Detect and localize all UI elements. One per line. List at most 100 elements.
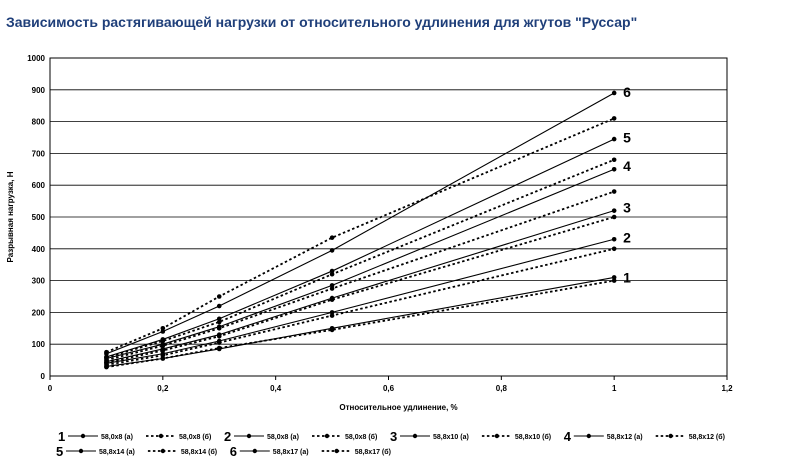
legend-entry-label: 58,8x14 (б) [181, 448, 217, 456]
series-line-10 [106, 158, 615, 359]
curve-number-label: 6 [623, 84, 631, 100]
series-line-2 [106, 279, 615, 368]
data-point [160, 353, 166, 358]
legend-marker [252, 448, 257, 454]
legend-entry-label: 58,8x17 (а) [273, 449, 309, 456]
data-point [104, 355, 109, 360]
data-point [216, 345, 222, 351]
y-tick-label: 0 [41, 372, 46, 381]
legend-entry-label: 58,8x12 (б) [689, 433, 725, 441]
curve-number-label: 4 [623, 158, 631, 174]
page-title: Зависимость растягивающей нагрузки от от… [6, 14, 638, 30]
data-point [611, 136, 617, 142]
legend-entry-label: 58,8x10 (а) [433, 434, 469, 441]
y-tick-label: 300 [32, 277, 46, 286]
series-line-4 [106, 247, 615, 366]
legend-group-number: 6 [230, 444, 237, 459]
legend-entry-label: 58,0x8 (а) [267, 434, 299, 441]
data-point [611, 116, 617, 121]
x-tick-label: 1 [612, 384, 617, 393]
x-tick-label: 0,2 [157, 384, 169, 393]
data-point [104, 349, 109, 355]
data-point [329, 327, 335, 333]
data-point [160, 329, 166, 334]
y-tick-label: 500 [32, 213, 46, 222]
data-point [611, 236, 617, 242]
x-tick-label: 1,2 [721, 384, 733, 393]
data-point [329, 297, 335, 302]
data-point [329, 286, 335, 291]
data-point [160, 338, 166, 344]
x-tick-label: 0,6 [383, 384, 395, 393]
legend-entry-label: 58,8x12 (а) [607, 434, 643, 441]
data-point [329, 310, 335, 315]
legend-group-number: 1 [58, 429, 65, 444]
y-tick-label: 700 [32, 149, 46, 158]
legend-entry-label: 58,8x10 (б) [515, 433, 551, 441]
data-point [160, 348, 166, 353]
data-point [611, 90, 617, 96]
y-tick-label: 100 [32, 340, 46, 349]
data-point [329, 235, 335, 240]
legend-marker [586, 433, 591, 439]
data-point [329, 268, 335, 274]
legend-marker [160, 448, 166, 454]
data-point [160, 326, 166, 331]
y-tick-label: 400 [32, 245, 46, 254]
data-point [329, 283, 335, 288]
data-point [216, 340, 222, 345]
legend-entry-label: 58,0x8 (а) [101, 434, 133, 441]
data-point [611, 214, 617, 220]
y-axis-label: Разрывная нагрузка, Н [6, 171, 15, 262]
data-point [160, 343, 166, 349]
data-point [216, 303, 222, 309]
curve-labels: 1 2 3 4 5 6 [623, 84, 631, 285]
data-point [611, 278, 617, 283]
legend-marker [324, 433, 330, 439]
curve-number-label: 2 [623, 230, 631, 246]
axes: 0 100 200 300 400 500 600 700 800 900 1000 0 0,2 0,4 0… [6, 54, 733, 412]
legend-marker [668, 433, 673, 439]
series-line-7 [106, 168, 615, 360]
data-point [329, 313, 335, 318]
legend-marker [494, 433, 500, 439]
legend-marker [158, 433, 164, 439]
data-point [216, 333, 222, 339]
legend-entry-label: 58,0x8 (б) [345, 433, 377, 441]
legend-group-number: 4 [564, 429, 572, 444]
legend-entry-label: 58,0x8 (б) [179, 433, 211, 441]
curve-number-label: 3 [623, 199, 631, 215]
legend-marker [246, 433, 252, 439]
data-point [611, 189, 617, 194]
y-tick-label: 900 [32, 86, 46, 95]
data-point [611, 246, 617, 252]
data-point [611, 157, 617, 163]
legend-group-number: 2 [224, 429, 231, 444]
curve-number-label: 1 [623, 269, 631, 285]
legend-marker [80, 433, 86, 439]
legend-entry-label: 58,8x17 (б) [355, 448, 391, 456]
series-line-5 [106, 210, 615, 363]
data-point [611, 275, 617, 280]
data-point [216, 316, 222, 322]
y-tick-label: 600 [32, 181, 46, 190]
y-tick-label: 1000 [27, 54, 45, 63]
series-line-11 [106, 92, 615, 355]
data-point [216, 319, 222, 325]
legend-marker [334, 448, 339, 454]
series-line-1 [106, 276, 615, 368]
x-tick-label: 0,8 [496, 384, 508, 393]
data-point [329, 248, 335, 253]
legend: 1 58,0x8 (а) 58,0x8 (б) 2 58,0x8 (а) 58,0x8 (… [56, 429, 725, 459]
data-point [216, 326, 222, 331]
x-tick-label: 0 [48, 384, 53, 393]
legend-group-number: 5 [56, 444, 63, 459]
data-point [329, 271, 335, 277]
legend-group-number: 3 [390, 429, 397, 444]
legend-marker [412, 433, 418, 439]
y-tick-label: 800 [32, 118, 46, 127]
grid [50, 57, 727, 377]
data-point [611, 208, 617, 213]
legend-entry-label: 58,8x14 (а) [99, 449, 135, 456]
curve-number-label: 5 [623, 130, 631, 146]
